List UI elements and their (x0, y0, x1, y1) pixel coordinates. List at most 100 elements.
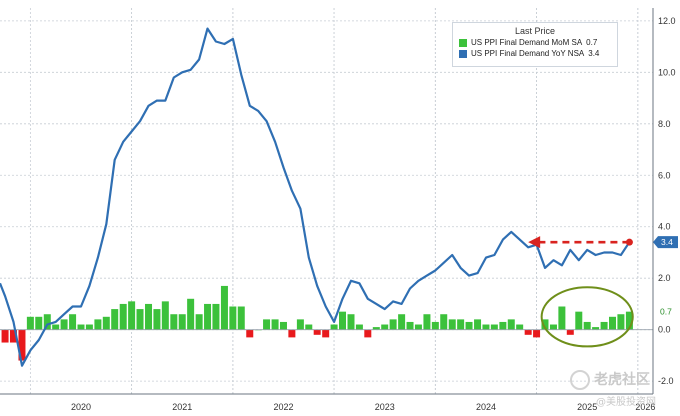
bar-71 (600, 321, 608, 330)
bar-12 (102, 316, 110, 330)
bar-27 (229, 306, 237, 330)
bar-46 (389, 319, 397, 330)
bar-10 (85, 324, 93, 330)
bar-37 (313, 329, 321, 335)
y-tick-label-5: 8.0 (658, 119, 671, 129)
bar-13 (111, 309, 119, 330)
bar-74 (625, 311, 633, 330)
bar-64 (541, 319, 549, 330)
x-tick-label-2026: 2026 (635, 402, 655, 412)
y-tick-label-6: 10.0 (658, 67, 676, 77)
legend-title: Last Price (514, 26, 556, 36)
legend-label-yoy: US PPI Final Demand YoY NSA (471, 49, 585, 58)
bar-40 (338, 311, 346, 330)
bar-65 (549, 324, 557, 330)
last-value-box-mom (655, 305, 677, 318)
bar-38 (322, 329, 330, 338)
bar-29 (246, 329, 254, 338)
legend-entry-yoy: US PPI Final Demand YoY NSA 3.4 (459, 49, 617, 58)
bar-33 (279, 321, 287, 330)
legend-value-yoy: 3.4 (588, 49, 600, 58)
last-value-label-mom: 0.7 (660, 307, 672, 317)
bar-16 (136, 309, 144, 330)
arrow-head (528, 236, 541, 249)
bar-44 (372, 327, 380, 330)
legend-entry-mom: US PPI Final Demand MoM SA 0.7 (459, 38, 617, 47)
x-tick-label-2025: 2025 (577, 402, 597, 412)
watermark-logo-icon (570, 370, 590, 390)
bar-28 (237, 306, 245, 330)
bar-series (1, 285, 633, 361)
watermark-line1: 老虎社区 (594, 372, 650, 388)
bar-6 (52, 324, 60, 330)
bar-48 (406, 321, 414, 330)
line-series (0, 27, 631, 367)
bar-57 (482, 324, 490, 330)
bar-1 (9, 329, 17, 343)
bar-2 (18, 329, 26, 361)
y-tick-label-1: 0.0 (658, 325, 671, 335)
x-tick-label-2022: 2022 (273, 402, 293, 412)
bar-62 (524, 329, 532, 335)
bar-19 (161, 301, 169, 330)
bar-52 (440, 314, 448, 330)
bar-31 (263, 319, 271, 330)
bar-21 (178, 314, 186, 330)
bar-49 (414, 324, 422, 330)
x-tick-label-2024: 2024 (476, 402, 496, 412)
bar-25 (212, 303, 220, 330)
bar-35 (296, 319, 304, 330)
legend-label-mom: US PPI Final Demand MoM SA (471, 38, 583, 47)
bar-11 (94, 319, 102, 330)
annotations (528, 236, 634, 348)
y-tick-label-4: 6.0 (658, 170, 671, 180)
bar-47 (398, 314, 406, 330)
highlight-ellipse (540, 286, 634, 348)
bar-50 (423, 314, 431, 330)
bar-22 (187, 298, 195, 330)
bar-66 (558, 306, 566, 330)
y-tick-label-3: 4.0 (658, 222, 671, 232)
bar-41 (347, 314, 355, 330)
x-tick-label-2021: 2021 (172, 402, 192, 412)
watermark-handle: @美股投资网 (596, 397, 656, 408)
bar-63 (533, 329, 541, 338)
bar-68 (575, 311, 583, 330)
arrow-dot (625, 238, 633, 246)
bar-32 (271, 319, 279, 330)
bar-24 (204, 303, 212, 330)
legend-swatch-mom (459, 38, 467, 47)
bar-15 (128, 301, 136, 330)
axes (0, 8, 654, 395)
bar-73 (617, 314, 625, 330)
bar-7 (60, 319, 68, 330)
chart-legend: Last Price US PPI Final Demand MoM SA 0.… (452, 22, 618, 67)
watermark-text: 老虎社区 (570, 369, 650, 390)
bar-20 (170, 314, 178, 330)
last-value-label-yoy: 3.4 (661, 237, 673, 247)
bar-5 (43, 314, 51, 330)
y-tick-labels: -2.0 0.0 2.0 4.0 6.0 8.0 10.0 12.0 (658, 16, 676, 386)
bar-72 (609, 316, 617, 330)
bar-18 (153, 309, 161, 330)
bar-42 (355, 324, 363, 330)
bar-23 (195, 314, 203, 330)
bar-8 (69, 314, 77, 330)
y-tick-label-0: -2.0 (658, 376, 674, 386)
bar-53 (448, 319, 456, 330)
bar-9 (77, 324, 85, 330)
bar-43 (364, 329, 372, 338)
last-value-labels: 0.7 3.4 (653, 236, 678, 318)
bar-14 (119, 303, 127, 330)
x-tick-labels: 2020 2021 2022 2023 2024 2025 2026 (71, 402, 655, 412)
bar-54 (457, 319, 465, 330)
bar-36 (305, 324, 313, 330)
bar-34 (288, 329, 296, 338)
bar-0 (1, 329, 9, 343)
bar-60 (507, 319, 515, 330)
y-tick-label-2: 2.0 (658, 273, 671, 283)
bar-61 (516, 324, 524, 330)
bar-4 (35, 316, 43, 330)
legend-swatch-yoy (459, 49, 467, 58)
